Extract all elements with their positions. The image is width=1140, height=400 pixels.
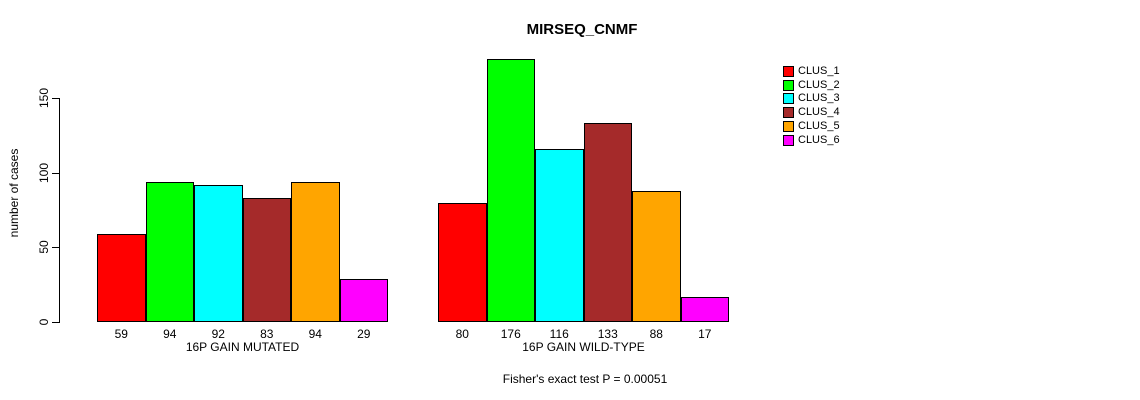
legend-swatch-clus_1	[783, 66, 794, 77]
bar-value-label: 88	[649, 327, 663, 341]
bar-clus_3	[535, 148, 584, 322]
bar-value-label: 94	[308, 327, 322, 341]
y-tick	[52, 247, 59, 249]
bar-clus_2	[486, 59, 535, 322]
bar-value-label: 94	[163, 327, 177, 341]
y-tick-label: 100	[37, 162, 51, 183]
y-tick-label: 50	[37, 240, 51, 254]
legend-label-clus_4: CLUS_4	[798, 106, 840, 119]
x-group-label: 16P GAIN WILD-TYPE	[522, 340, 645, 354]
y-tick-label: 150	[37, 87, 51, 109]
bar-clus_1	[97, 233, 146, 322]
bar-value-label: 59	[114, 327, 128, 341]
y-tick	[52, 98, 59, 99]
bar-value-label: 176	[500, 327, 521, 341]
y-axis-title: number of cases	[7, 148, 21, 238]
chart-title: MIRSEQ_CNMF	[526, 21, 638, 38]
bar-clus_5	[632, 190, 681, 322]
bar-value-label: 80	[455, 327, 469, 341]
y-tick	[52, 322, 59, 323]
bar-clus_1	[438, 202, 487, 322]
bar-value-label: 83	[260, 327, 274, 341]
legend-label-clus_1: CLUS_1	[798, 65, 840, 77]
bar-clus_6	[680, 296, 729, 322]
y-tick-label: 0	[37, 318, 51, 326]
legend-label-clus_5: CLUS_5	[798, 119, 840, 132]
bar-value-label: 29	[357, 327, 371, 341]
y-axis-line	[59, 98, 60, 323]
bar-clus_2	[145, 181, 194, 322]
bar-clus_3	[194, 184, 243, 322]
legend-swatch-clus_4	[783, 107, 794, 119]
bar-clus_4	[583, 123, 632, 322]
legend-label-clus_6: CLUS_6	[798, 133, 840, 146]
legend-label-clus_2: CLUS_2	[798, 78, 840, 91]
x-group-label: 16P GAIN MUTATED	[185, 340, 300, 354]
bar-value-label: 116	[549, 327, 569, 341]
bar-clus_5	[291, 181, 340, 322]
bar-value-label: 92	[211, 327, 225, 341]
legend-label-clus_3: CLUS_3	[798, 92, 840, 105]
legend-swatch-clus_6	[783, 134, 794, 146]
bar-value-label: 17	[698, 327, 712, 341]
legend-swatch-clus_2	[783, 79, 794, 91]
bar-clus_4	[242, 198, 291, 322]
legend-swatch-clus_5	[783, 120, 794, 132]
bar-clus_6	[339, 278, 388, 322]
annotation-fishers-test: Fisher's exact test P = 0.00051	[502, 372, 668, 386]
y-tick	[52, 172, 59, 174]
bar-value-label: 133	[597, 327, 618, 341]
legend-swatch-clus_3	[783, 93, 794, 105]
